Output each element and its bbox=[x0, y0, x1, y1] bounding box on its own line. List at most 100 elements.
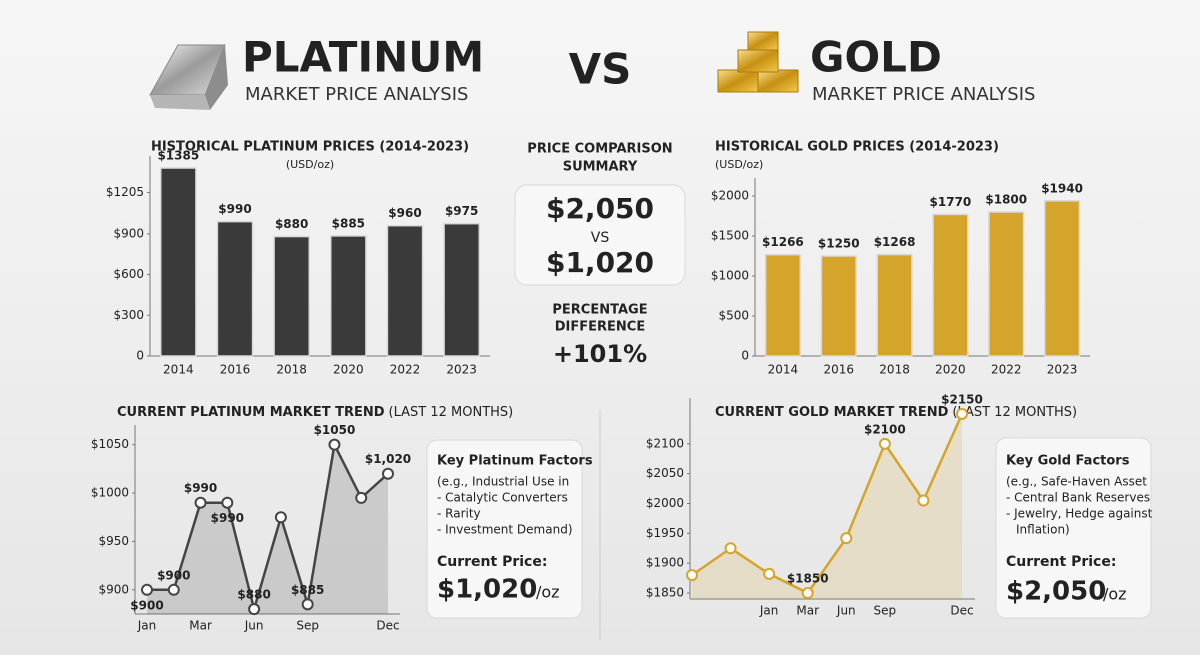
value-label: $1250 bbox=[818, 237, 860, 251]
y-tick-label: $2000 bbox=[646, 496, 684, 510]
factor-line: - Jewelry, Hedge against bbox=[1006, 507, 1153, 521]
bar bbox=[820, 255, 857, 357]
factor-line: (e.g., Safe-Haven Asset bbox=[1006, 475, 1147, 489]
factor-line: (e.g., Industrial Use in bbox=[437, 475, 569, 489]
bar bbox=[876, 253, 913, 357]
summary-box bbox=[514, 184, 686, 286]
marker bbox=[840, 532, 853, 545]
title-main: CURRENT PLATINUM MARKET TREND bbox=[117, 405, 385, 420]
x-tick-label: 2020 bbox=[333, 363, 364, 377]
platinum-price: $1,020 bbox=[546, 246, 654, 279]
y-tick-label: $1950 bbox=[646, 526, 684, 540]
factors-title: Key Platinum Factors bbox=[437, 454, 593, 469]
bar bbox=[330, 235, 367, 357]
factor-line: - Central Bank Reserves bbox=[1006, 491, 1150, 505]
chart-title: CURRENT PLATINUM MARKET TREND (LAST 12 MO… bbox=[117, 405, 513, 420]
value-label: $1266 bbox=[762, 235, 804, 249]
value-label: $2150 bbox=[941, 392, 983, 406]
x-tick-label: 2023 bbox=[446, 363, 477, 377]
area bbox=[692, 413, 962, 599]
summary-title: PRICE COMPARISON bbox=[527, 142, 672, 157]
platinum-factors-box bbox=[426, 439, 583, 619]
y-tick-label: $1050 bbox=[91, 437, 129, 451]
y-tick-label: $1900 bbox=[646, 556, 684, 570]
marker bbox=[355, 491, 368, 504]
marker bbox=[301, 598, 314, 611]
y-tick-label: $300 bbox=[113, 308, 144, 322]
marker bbox=[248, 603, 261, 616]
marker bbox=[801, 587, 814, 600]
summary-versus: VS bbox=[591, 230, 610, 246]
price-title: Current Price: bbox=[437, 554, 547, 570]
x-tick-label: Jun bbox=[244, 619, 264, 633]
marker bbox=[878, 437, 891, 450]
marker bbox=[763, 567, 776, 580]
x-tick-label: 2018 bbox=[879, 363, 910, 377]
x-tick-label: 2016 bbox=[823, 363, 854, 377]
marker bbox=[956, 407, 968, 420]
y-tick-label: $1500 bbox=[711, 229, 749, 243]
gold-title: GOLD bbox=[810, 33, 942, 82]
marker bbox=[382, 467, 394, 480]
bar bbox=[160, 167, 197, 357]
current-price: $2,050 bbox=[1006, 577, 1106, 607]
bar bbox=[988, 211, 1025, 357]
x-tick-label: Sep bbox=[874, 604, 897, 618]
x-tick-label: Mar bbox=[189, 619, 212, 633]
factors-title: Key Gold Factors bbox=[1006, 454, 1130, 469]
y-tick-label: $600 bbox=[113, 267, 144, 281]
bar bbox=[1044, 200, 1081, 357]
y-tick-label: $900 bbox=[98, 582, 129, 596]
title-note: (LAST 12 MONTHS) bbox=[389, 405, 514, 420]
chart-title: CURRENT GOLD MARKET TREND (LAST 12 MONTHS… bbox=[715, 405, 1077, 420]
platinum-subtitle: MARKET PRICE ANALYSIS bbox=[245, 84, 468, 105]
factor-line: - Rarity bbox=[437, 507, 481, 521]
y-tick-label: $1205 bbox=[106, 185, 144, 199]
unit: /oz bbox=[536, 583, 560, 602]
y-tick-label: $1850 bbox=[646, 586, 684, 600]
value-label: $880 bbox=[237, 588, 270, 602]
x-tick-label: Sep bbox=[296, 619, 319, 633]
x-tick-label: 2014 bbox=[768, 363, 799, 377]
unit: /oz bbox=[1103, 585, 1127, 604]
x-tick-label: Dec bbox=[376, 619, 399, 633]
value-label: $1800 bbox=[985, 193, 1027, 207]
factor-line: Inflation) bbox=[1016, 523, 1070, 537]
value-label: $885 bbox=[332, 216, 365, 230]
line bbox=[147, 440, 389, 614]
difference-title: DIFFERENCE bbox=[555, 320, 645, 335]
bar bbox=[216, 220, 254, 357]
x-tick-label: 2022 bbox=[991, 363, 1022, 377]
x-tick-label: 2018 bbox=[276, 363, 307, 377]
marker bbox=[917, 494, 930, 507]
value-label: $1940 bbox=[1041, 181, 1083, 195]
platinum-icon bbox=[149, 44, 228, 110]
value-label: $2100 bbox=[864, 422, 906, 436]
y-tick-label: $2000 bbox=[711, 189, 749, 203]
value-label: $900 bbox=[130, 598, 163, 612]
value-label: $1770 bbox=[930, 195, 972, 209]
title-main: CURRENT GOLD MARKET TREND bbox=[715, 405, 949, 420]
bar bbox=[443, 222, 480, 357]
line bbox=[691, 413, 964, 595]
price-title: Current Price: bbox=[1006, 554, 1116, 570]
marker bbox=[274, 511, 287, 524]
y-tick-label: 0 bbox=[136, 349, 144, 363]
platinum-title: PLATINUM bbox=[242, 33, 484, 82]
x-tick-label: 2023 bbox=[1047, 363, 1078, 377]
marker bbox=[328, 438, 341, 451]
chart-title: HISTORICAL PLATINUM PRICES (2014-2023) bbox=[151, 140, 469, 155]
chart-subtitle: (USD/oz) bbox=[715, 158, 763, 171]
bar bbox=[386, 224, 424, 357]
bar bbox=[273, 235, 310, 357]
bar bbox=[764, 253, 801, 357]
gold-icon bbox=[717, 31, 799, 93]
value-label: $1,020 bbox=[365, 452, 411, 466]
gold-factors-box bbox=[995, 437, 1152, 619]
bar bbox=[932, 213, 969, 357]
x-tick-label: Jan bbox=[137, 619, 157, 633]
y-tick-label: $950 bbox=[98, 534, 129, 548]
marker bbox=[724, 542, 737, 555]
value-label: $960 bbox=[388, 206, 421, 220]
